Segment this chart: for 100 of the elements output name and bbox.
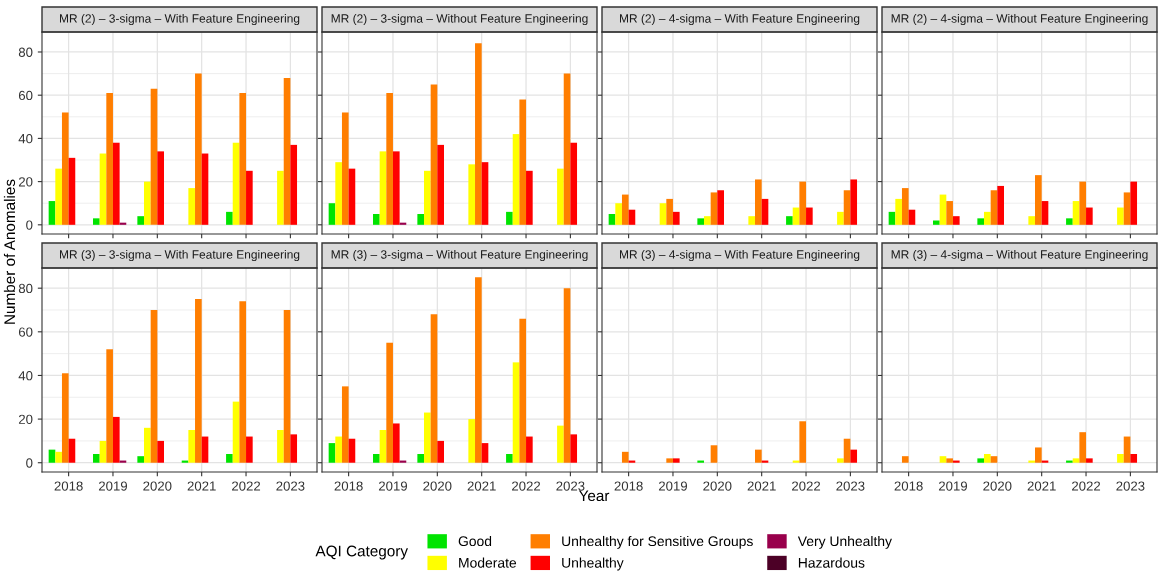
x-tick-label: 2023 (1116, 481, 1145, 491)
chart-title: MR (2) – 4-sigma – With Feature Engineering (620, 13, 860, 26)
x-tick-label: 2020 (423, 481, 452, 491)
bar (157, 151, 164, 225)
bar (519, 99, 527, 225)
y-tick-label: 40 (18, 371, 33, 381)
bar (55, 168, 62, 225)
bar (506, 454, 513, 463)
bar (290, 144, 298, 225)
bar (379, 430, 387, 463)
bar (424, 170, 431, 225)
bar (557, 425, 564, 463)
y-tick-label: 60 (18, 90, 33, 101)
bar (939, 456, 947, 463)
bar (137, 216, 145, 225)
legend-label: Moderate (459, 557, 517, 568)
bar (939, 194, 947, 225)
y-tick-label: 80 (18, 283, 33, 294)
bar (1066, 460, 1073, 463)
x-tick-label: 2022 (512, 481, 541, 491)
legend-label: Unhealthy for Sensitive Groups (562, 535, 753, 549)
bar (1035, 447, 1042, 463)
chart-title: MR (3) – 3-sigma – With Feature Engineering (60, 249, 300, 262)
bar (933, 220, 940, 225)
bar (93, 218, 100, 225)
x-axis-title: Year (578, 490, 610, 502)
bar (373, 214, 380, 225)
bar (512, 362, 520, 463)
bar (379, 151, 387, 225)
bar (226, 211, 233, 225)
bar (710, 445, 718, 463)
bar (666, 458, 673, 463)
bar (697, 218, 705, 225)
bar (157, 440, 164, 463)
bar (506, 211, 513, 225)
bar (283, 310, 291, 463)
bar (48, 449, 56, 463)
bar (430, 84, 438, 225)
bar (68, 438, 76, 463)
bar (748, 216, 756, 225)
bar (424, 412, 431, 463)
bar (888, 211, 896, 225)
bar (239, 93, 247, 225)
bar (1123, 192, 1131, 225)
y-tick-label: 0 (26, 458, 33, 468)
x-tick-label: 2022 (1072, 481, 1101, 491)
x-tick-label: 2018 (334, 481, 363, 491)
chart-title: MR (2) – 3-sigma – Without Feature Engineering (331, 13, 588, 26)
bar (99, 440, 107, 463)
bar (106, 93, 113, 225)
bar (437, 440, 444, 463)
bar (984, 454, 991, 463)
legend-label: Good (458, 535, 492, 547)
bar (570, 434, 578, 463)
bar (150, 88, 158, 225)
bar (1072, 201, 1080, 225)
bar (837, 458, 844, 463)
bar (984, 211, 991, 225)
x-tick-label: 2019 (658, 481, 688, 491)
bar (481, 443, 489, 463)
bar (188, 188, 196, 225)
x-tick-label: 2021 (1027, 481, 1056, 491)
bar (335, 162, 342, 225)
bar (232, 401, 240, 463)
bar (786, 216, 793, 225)
bar (799, 181, 807, 225)
x-tick-label: 2021 (747, 481, 776, 491)
bar (672, 458, 680, 463)
legend-label: Hazardous (798, 557, 865, 568)
bar (106, 349, 113, 463)
x-tick-label: 2020 (143, 481, 172, 491)
bar (99, 153, 107, 225)
bar (201, 153, 209, 225)
bar (201, 436, 209, 463)
bar (1079, 432, 1087, 463)
x-tick-label: 2018 (54, 481, 83, 491)
y-tick-label: 60 (18, 327, 33, 337)
bar (1117, 207, 1124, 225)
bar (710, 192, 718, 225)
bar (417, 454, 425, 463)
bar (837, 211, 844, 225)
bar (615, 203, 622, 225)
x-tick-label: 2019 (938, 481, 968, 491)
bar (277, 170, 284, 225)
bar (246, 170, 253, 225)
bar (843, 190, 851, 225)
bar (283, 77, 291, 225)
bar (608, 214, 616, 225)
bar (977, 458, 985, 463)
bar (481, 162, 489, 225)
bar (1123, 436, 1131, 463)
bar (468, 164, 476, 225)
bar (990, 190, 998, 225)
bar (761, 198, 769, 225)
x-tick-label: 2021 (187, 481, 216, 491)
bar (1086, 458, 1093, 463)
bar (1130, 181, 1138, 225)
bar (475, 43, 482, 225)
bar (704, 216, 711, 225)
bar (137, 456, 145, 463)
